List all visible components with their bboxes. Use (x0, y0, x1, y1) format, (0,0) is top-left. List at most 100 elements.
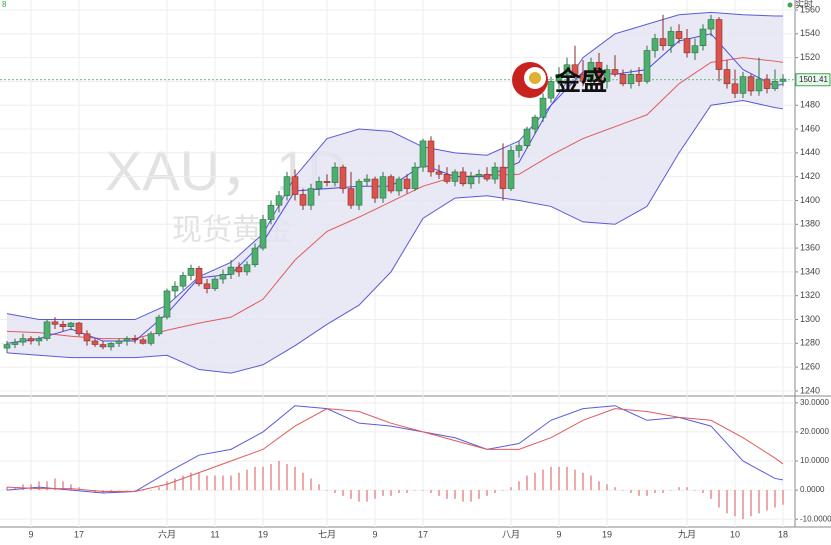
corner-label: 8 (2, 0, 7, 9)
macd-bar (590, 475, 592, 491)
macd-bar (334, 490, 336, 493)
macd-bar (302, 472, 304, 491)
macd-bar (582, 472, 584, 491)
candle-body (307, 188, 315, 206)
macd-bar (430, 490, 432, 493)
candle-body (243, 264, 251, 273)
macd-bar (686, 487, 688, 491)
macd-bar (702, 490, 704, 493)
candle-body (579, 73, 587, 82)
y-tick-label: 1420 (800, 171, 820, 181)
macd-bar (70, 484, 72, 491)
macd-bar (542, 469, 544, 491)
candle-body (163, 290, 171, 318)
candle-body (395, 178, 403, 192)
y-tick-label: 1520 (800, 52, 820, 62)
candle-body (659, 38, 667, 47)
y-tick-label: 1560 (800, 4, 820, 14)
macd-bar (46, 481, 48, 491)
x-tick-label: 17 (418, 529, 428, 539)
macd-bar (726, 490, 728, 514)
candle-body (715, 19, 723, 70)
candle-body (555, 73, 563, 82)
candle-body (683, 38, 691, 54)
macd-bar (678, 487, 680, 491)
candle-body (347, 188, 355, 206)
macd-bar (318, 484, 320, 491)
candle-body (707, 19, 715, 30)
candle-body (171, 285, 179, 292)
macd-bar (566, 466, 568, 491)
macd-bar (446, 490, 448, 499)
x-tick-label: 19 (602, 529, 612, 539)
candle-body (339, 166, 347, 189)
candle-body (379, 176, 387, 199)
candle-body (499, 166, 507, 189)
candle-body (259, 219, 267, 249)
macd-bar (54, 478, 56, 491)
macd-bar (286, 463, 288, 491)
macd-bar (198, 472, 200, 491)
candle-body (419, 140, 427, 168)
y-tick-label: 1260 (800, 362, 820, 372)
macd-bar (766, 490, 768, 511)
x-tick-label: 六月 (158, 528, 176, 539)
candle-body (51, 321, 59, 325)
candle-body (523, 128, 531, 147)
y-tick-label: 1300 (800, 314, 820, 324)
candle-body (83, 333, 91, 342)
candle-body (179, 275, 187, 287)
candle-body (283, 176, 291, 197)
candle-body (667, 31, 675, 47)
macd-bar (422, 490, 424, 491)
candle-body (251, 247, 259, 266)
candle-body (411, 166, 419, 189)
candle-body (491, 166, 499, 180)
candle-body (443, 173, 451, 182)
candle-body (19, 338, 27, 343)
macd-bar (518, 481, 520, 491)
macd-bar (774, 490, 776, 508)
y-tick-label: 1360 (800, 242, 820, 252)
macd-bar (710, 490, 712, 499)
candle-body (563, 64, 571, 75)
candle-body (475, 173, 483, 177)
candle-body (619, 73, 627, 85)
macd-bar (134, 490, 136, 491)
candle-body (227, 266, 235, 275)
macd-bar (350, 490, 352, 499)
macd-bar (182, 475, 184, 491)
macd-bar (630, 490, 632, 493)
macd-bar (262, 466, 264, 491)
macd-bar (118, 490, 120, 491)
macd-bar (470, 490, 472, 502)
macd-bar (174, 478, 176, 491)
y-tick-label: 1320 (800, 290, 820, 300)
macd-bar (310, 478, 312, 491)
macd-bar (214, 475, 216, 491)
macd-bar (158, 487, 160, 491)
macd-bar (550, 466, 552, 491)
macd-bar (534, 472, 536, 491)
candle-body (571, 64, 579, 75)
candle-body (355, 181, 363, 206)
logo: 金盛 (512, 62, 607, 98)
macd-bar (254, 466, 256, 491)
candle-body (507, 150, 515, 189)
macd-bar (782, 490, 784, 505)
realtime-dot (787, 2, 793, 8)
macd-bar (574, 469, 576, 491)
candle-body (595, 62, 603, 82)
y-tick-label: 1380 (800, 219, 820, 229)
macd-bar (494, 490, 496, 493)
candle-body (699, 28, 707, 47)
candle-body (27, 338, 35, 342)
candle-body (747, 76, 755, 92)
x-tick-label: 九月 (678, 529, 696, 539)
macd-bar (750, 490, 752, 517)
candle-body (195, 268, 203, 285)
candle-body (275, 195, 283, 206)
macd-bar (22, 484, 24, 491)
macd-bar (38, 481, 40, 491)
candle-body (323, 181, 331, 183)
